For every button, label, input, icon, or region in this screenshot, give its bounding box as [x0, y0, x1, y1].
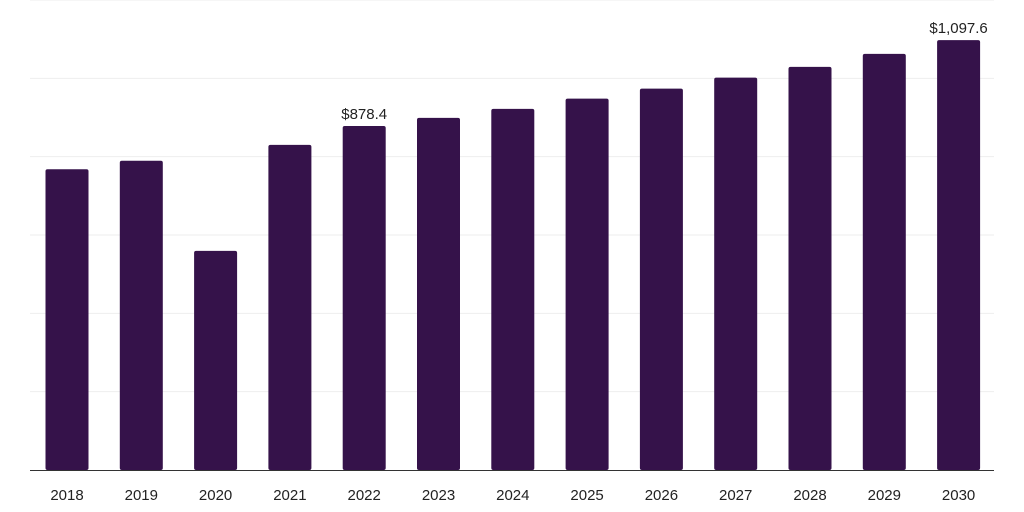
- bar-2021: [268, 144, 312, 471]
- x-tick-labels: 2018 2019 2020 2021 2022 2023 2024 2025 2026 2027…: [50, 487, 975, 504]
- x-tick-label-2026: 2026: [645, 487, 678, 504]
- x-tick-label-2019: 2019: [125, 487, 158, 504]
- x-tick-label-2022: 2022: [348, 487, 381, 504]
- bar-2026: [639, 88, 683, 470]
- bar-2027: [714, 77, 758, 470]
- data-label-2022: $878.4: [341, 106, 387, 123]
- bar-2018: [45, 169, 89, 471]
- x-tick-label-2028: 2028: [793, 487, 826, 504]
- bar-2019: [119, 160, 163, 470]
- x-tick-label-2020: 2020: [199, 487, 232, 504]
- x-tick-label-2024: 2024: [496, 487, 529, 504]
- x-tick-label-2025: 2025: [570, 487, 603, 504]
- bar-2020: [194, 250, 238, 470]
- bar-2024: [491, 108, 535, 471]
- data-label-2030: $1,097.6: [929, 20, 987, 37]
- bars: [45, 40, 981, 471]
- x-tick-label-2030: 2030: [942, 487, 975, 504]
- bar-2028: [788, 66, 832, 471]
- bar-2022: [342, 125, 386, 471]
- x-tick-label-2027: 2027: [719, 487, 752, 504]
- bar-2025: [565, 98, 609, 470]
- bar-2023: [417, 117, 460, 470]
- x-tick-label-2029: 2029: [868, 487, 901, 504]
- data-labels: $878.4 $1,097.6: [341, 20, 988, 123]
- x-tick-label-2018: 2018: [50, 487, 83, 504]
- bar-2030: [937, 40, 981, 471]
- x-tick-label-2021: 2021: [273, 487, 306, 504]
- bar-2029: [862, 53, 906, 471]
- x-tick-label-2023: 2023: [422, 487, 455, 504]
